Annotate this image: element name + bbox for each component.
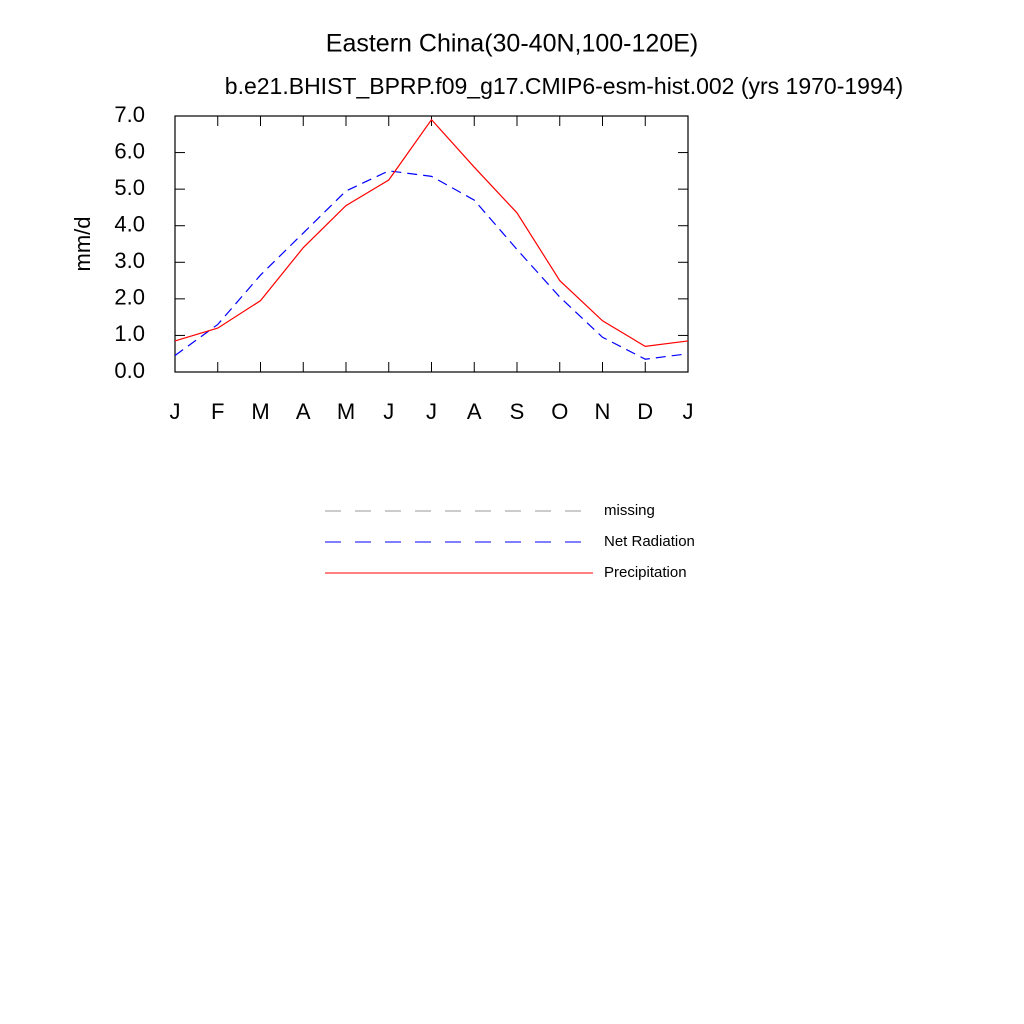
x-tick-label: A — [296, 399, 311, 424]
x-tick-label: J — [383, 399, 394, 424]
x-tick-label: N — [595, 399, 611, 424]
y-tick-label: 3.0 — [114, 248, 145, 273]
x-tick-label: O — [551, 399, 568, 424]
x-tick-label: M — [251, 399, 269, 424]
plot-frame — [174, 115, 689, 373]
y-tick-label: 5.0 — [114, 175, 145, 200]
y-tick-label: 6.0 — [114, 138, 145, 163]
legend-label: Net Radiation — [604, 533, 695, 550]
legend-label: Precipitation — [604, 564, 687, 581]
chart-subtitle: b.e21.BHIST_BPRP.f09_g17.CMIP6-esm-hist.… — [225, 73, 903, 99]
y-tick-label: 1.0 — [114, 321, 145, 346]
y-tick-label: 2.0 — [114, 285, 145, 310]
series-line — [174, 170, 689, 360]
chart-title: Eastern China(30-40N,100-120E) — [326, 30, 698, 58]
x-tick-label: D — [637, 399, 653, 424]
y-axis-label: mm/d — [70, 217, 95, 272]
x-tick-label: F — [211, 399, 224, 424]
x-tick-label: J — [426, 399, 437, 424]
x-tick-label: S — [510, 399, 525, 424]
x-tick-label: M — [337, 399, 355, 424]
y-tick-label: 0.0 — [114, 358, 145, 383]
x-tick-label: J — [683, 399, 694, 424]
y-tick-label: 7.0 — [114, 102, 145, 127]
x-tick-label: J — [170, 399, 181, 424]
y-tick-label: 4.0 — [114, 212, 145, 237]
series-line — [174, 118, 689, 348]
x-tick-label: A — [467, 399, 482, 424]
legend-label: missing — [604, 502, 655, 519]
